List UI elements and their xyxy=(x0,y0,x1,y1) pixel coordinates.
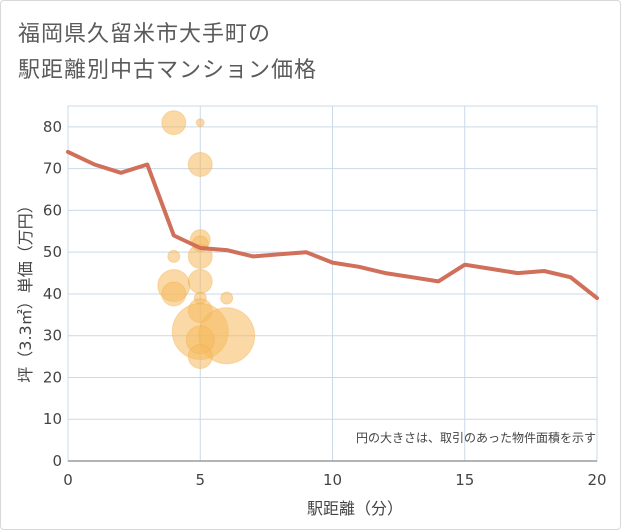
bubble xyxy=(161,281,187,307)
y-tick-label: 20 xyxy=(43,368,62,386)
x-tick-label: 5 xyxy=(195,471,205,489)
chart-title-line1: 福岡県久留米市大手町の xyxy=(18,22,272,47)
bubbles xyxy=(157,110,256,370)
bubble xyxy=(167,249,181,263)
bubble xyxy=(220,291,234,305)
y-tick-label: 60 xyxy=(43,201,62,219)
grid xyxy=(67,105,598,462)
bubble xyxy=(187,268,213,294)
bubble xyxy=(187,151,213,177)
bubble xyxy=(161,110,187,136)
series-line xyxy=(66,149,599,301)
y-tick-label: 50 xyxy=(43,243,62,261)
bubble-size-note: 円の大きさは、取引のあった物件面積を示す xyxy=(356,430,596,445)
y-tick-label: 80 xyxy=(43,118,62,136)
axes: 0 10 20 30 40 50 60 70 80 0 5 10 15 20 xyxy=(43,118,607,489)
y-tick-label: 40 xyxy=(43,285,62,303)
chart-title-line2: 駅距離別中古マンション価格 xyxy=(18,58,318,83)
bubble xyxy=(187,344,213,370)
x-axis-label: 駅距離（分） xyxy=(307,499,403,518)
x-tick-label: 20 xyxy=(587,471,606,489)
x-tick-label: 15 xyxy=(455,471,474,489)
y-tick-label: 10 xyxy=(43,410,62,428)
y-axis-label: 坪（3.3㎡）単価（万円） xyxy=(16,197,35,382)
y-tick-label: 70 xyxy=(43,160,62,178)
average-line xyxy=(66,149,599,301)
x-tick-label: 0 xyxy=(63,471,73,489)
bubble xyxy=(195,118,205,128)
x-tick-label: 10 xyxy=(323,471,342,489)
y-tick-label: 0 xyxy=(52,452,62,470)
y-tick-label: 30 xyxy=(43,327,62,345)
